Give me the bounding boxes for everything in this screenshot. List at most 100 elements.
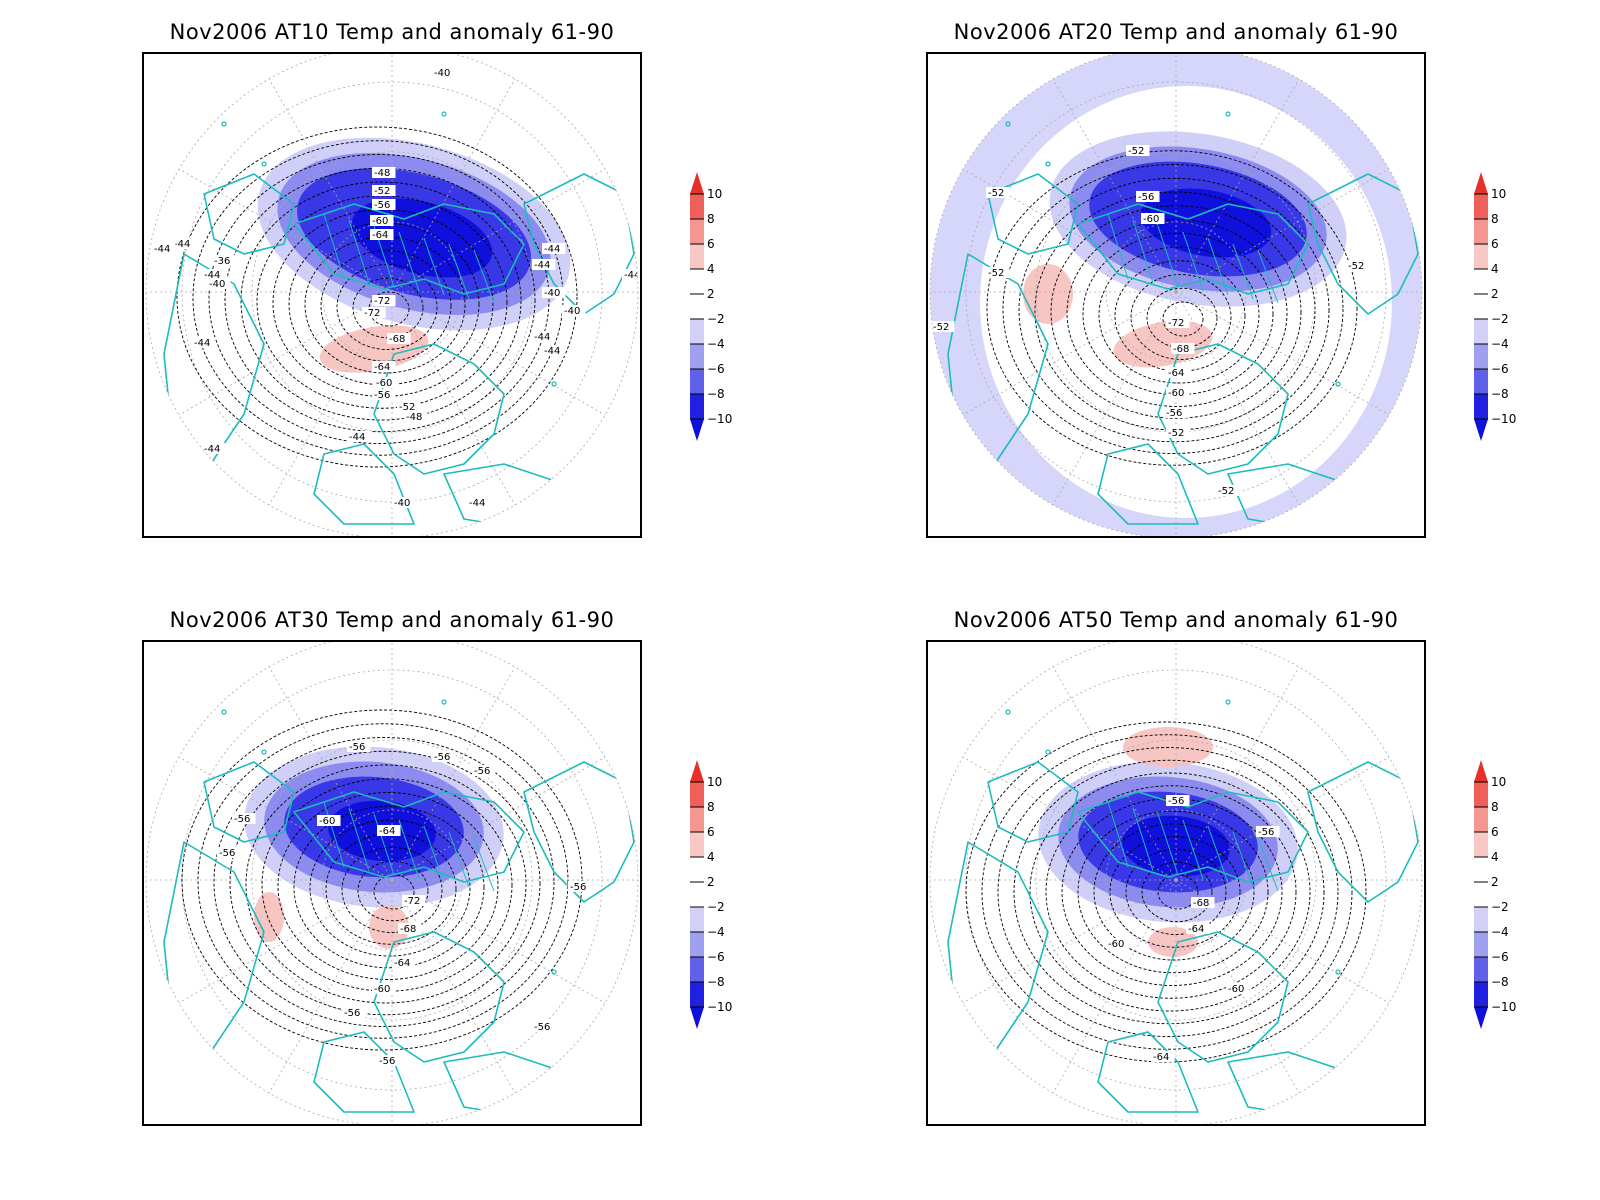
- colorbar-tick-label: 2: [707, 287, 715, 301]
- contour-line: [1109, 836, 1241, 948]
- contour-label-bg: [377, 1055, 401, 1066]
- contour-label-bg: [387, 333, 411, 344]
- island: [1005, 121, 1011, 127]
- country-border: [1157, 225, 1179, 288]
- contour-label-bg: [372, 361, 396, 372]
- contour-label: -48: [406, 412, 422, 423]
- longitude-line: [268, 666, 393, 881]
- contour-label-bg: [347, 741, 371, 752]
- colorbar-segment: [1474, 344, 1488, 369]
- contour-label-bg: [1166, 317, 1190, 328]
- map-svg: -56 -56 -68 -64 -60 -60 -64: [929, 642, 1423, 1124]
- contour-label-bg: [152, 243, 176, 254]
- contour-label-bg: [402, 895, 426, 906]
- colorbar-segment: [1474, 882, 1488, 907]
- longitude-line: [1175, 879, 1300, 1094]
- contour-label-bg: [404, 411, 428, 422]
- contour-label: -68: [400, 924, 416, 935]
- colorbar-tick-label: −8: [707, 975, 725, 989]
- colorbar-segment: [690, 807, 704, 832]
- colorbar-tick-label: −6: [707, 362, 725, 376]
- contour-label-bg: [370, 229, 394, 240]
- island: [1045, 749, 1051, 755]
- contour-label: -44: [194, 338, 210, 349]
- colorbar-tick-label: −8: [1491, 387, 1509, 401]
- contour-label: -44: [174, 239, 190, 250]
- contour-label: -44: [544, 244, 560, 255]
- contour-label-bg: [372, 167, 396, 178]
- colorbar: 10 8 6 4 2 −2 −4 −6 −8 −10: [1472, 760, 1542, 1040]
- island: [1335, 969, 1341, 975]
- longitude-line: [268, 291, 393, 506]
- contour-label: -48: [374, 168, 390, 179]
- longitude-line: [268, 879, 393, 1094]
- colorbar-segment: [1474, 194, 1488, 219]
- coastline: [523, 761, 635, 903]
- colorbar-segment: [690, 194, 704, 219]
- colorbar-segment: [690, 882, 704, 907]
- colorbar-tick-label: 6: [707, 237, 715, 251]
- contour-label: -68: [1193, 898, 1209, 909]
- colorbar-tick-label: 10: [1491, 775, 1506, 789]
- colorbar-segment: [1474, 932, 1488, 957]
- anomaly-shading: [1123, 727, 1213, 767]
- longitude-line: [1175, 756, 1390, 881]
- contour-label: -68: [389, 334, 405, 345]
- colorbar-tick-label: −4: [707, 337, 725, 351]
- contour-line: [986, 150, 1358, 466]
- longitude-line: [1052, 78, 1177, 293]
- colorbar-segment: [1474, 907, 1488, 932]
- contour-line: [320, 250, 452, 362]
- contour-label-bg: [1164, 407, 1188, 418]
- colorbar-segment: [690, 344, 704, 369]
- coastline: [373, 931, 505, 1063]
- contour-line: [997, 747, 1339, 1037]
- coastline: [293, 791, 525, 883]
- contour-label: -44: [469, 498, 485, 509]
- longitude-line: [1175, 78, 1300, 293]
- contour-line: [325, 833, 457, 945]
- colorbar-segment: [1474, 269, 1488, 294]
- colorbar-segment: [690, 219, 704, 244]
- colorbar-segment: [690, 394, 704, 419]
- colorbar-tick-label: −4: [1491, 337, 1509, 351]
- colorbar-tick-label: −2: [707, 900, 725, 914]
- contour-label-bg: [1126, 145, 1150, 156]
- contour-label-bg: [1151, 1051, 1175, 1062]
- country-border: [398, 231, 420, 292]
- longitude-line: [1052, 666, 1177, 881]
- colorbar-arrow-down: [690, 1007, 704, 1029]
- contour-label-bg: [342, 1007, 366, 1018]
- country-border: [448, 831, 470, 888]
- country-border: [473, 249, 495, 304]
- contour-label: -52: [399, 402, 415, 413]
- contour-line: [1162, 301, 1204, 337]
- colorbar-segment: [690, 857, 704, 882]
- colorbar-tick-label: 2: [1491, 287, 1499, 301]
- colorbar-tick-label: 4: [707, 850, 715, 864]
- coastline: [1157, 931, 1289, 1063]
- contour-line: [293, 805, 485, 969]
- coastline: [373, 343, 505, 475]
- contour-label: -64: [394, 958, 410, 969]
- colorbar-arrow-up: [690, 760, 704, 782]
- coastline: [313, 1031, 415, 1113]
- contour-label-bg: [202, 269, 226, 280]
- island: [261, 749, 267, 755]
- map-edge: [145, 642, 639, 1124]
- country-border: [1207, 825, 1229, 884]
- contour-line: [288, 222, 480, 386]
- longitude-line: [391, 168, 606, 293]
- island: [601, 729, 607, 735]
- island: [221, 121, 227, 127]
- contour-label-bg: [1141, 213, 1165, 224]
- colorbar-tick-label: −8: [707, 387, 725, 401]
- contour-label: -72: [404, 896, 420, 907]
- panel-title: Nov2006 AT20 Temp and anomaly 61-90: [953, 20, 1399, 44]
- contour-label-bg: [1226, 983, 1250, 994]
- colorbar-tick-label: 10: [707, 775, 722, 789]
- country-border: [323, 213, 345, 280]
- colorbar: 10 8 6 4 2 −2 −4 −6 −8 −10: [1472, 172, 1542, 452]
- country-border: [1257, 837, 1279, 892]
- coastline: [947, 841, 1049, 1063]
